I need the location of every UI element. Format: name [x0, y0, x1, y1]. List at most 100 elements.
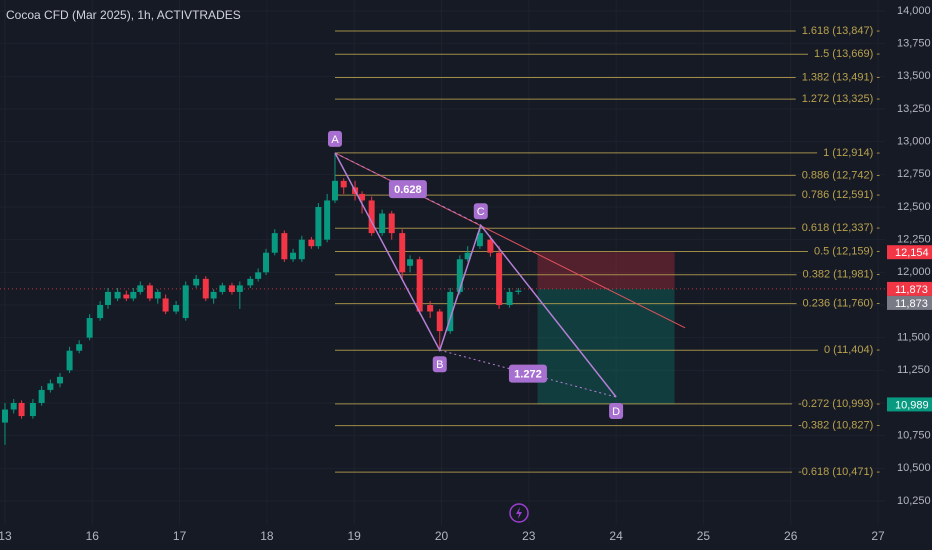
x-tick-label: 19: [348, 529, 362, 543]
fib-label: 0.786 (12,591) -: [802, 189, 881, 201]
x-tick-label: 24: [609, 529, 623, 543]
y-tick-label: 12,000: [897, 266, 931, 278]
price-label-box: [887, 295, 932, 310]
candle-body: [202, 278, 209, 299]
lightning-icon[interactable]: [509, 503, 529, 523]
candle-body: [379, 213, 386, 234]
candle-body: [340, 180, 347, 188]
fib-label: 0.236 (11,760) -: [803, 298, 881, 310]
x-tick-label: 27: [871, 529, 885, 543]
candle-body: [298, 239, 305, 260]
point-box: [473, 203, 488, 220]
target-zone: [537, 288, 675, 405]
candle-body: [154, 291, 161, 299]
candle-body: [515, 290, 522, 292]
candle-body: [193, 278, 200, 286]
candle-body: [219, 285, 226, 292]
candle-body: [399, 233, 406, 273]
candle-body: [123, 294, 130, 299]
fib-label: 0.886 (12,742) -: [802, 169, 881, 181]
candle-body: [290, 252, 297, 260]
fib-label: -0.272 (10,993) -: [798, 398, 880, 410]
icon-bolt: [516, 507, 522, 519]
point-box: [432, 356, 447, 373]
fib-label: -0.618 (10,471) -: [798, 466, 880, 478]
price-label: 12,154: [895, 247, 929, 259]
candle-body: [416, 259, 423, 312]
y-tick-label: 14,000: [897, 5, 931, 17]
candle-body: [76, 344, 83, 351]
y-tick-label: 13,000: [897, 136, 931, 148]
candle-body: [114, 291, 121, 299]
candle-body: [447, 291, 454, 332]
fib-label: 1.382 (13,491) -: [802, 71, 881, 83]
y-tick-label: 10,750: [897, 430, 931, 442]
y-tick-label: 13,250: [897, 103, 931, 115]
price-label: 11,873: [895, 284, 928, 296]
pattern-line: [334, 152, 617, 398]
y-tick-label: 10,250: [897, 495, 931, 507]
candle-body: [18, 402, 25, 417]
candle-body: [228, 285, 235, 292]
candle-body: [281, 233, 288, 260]
fib-label: 1.618 (13,847) -: [802, 25, 881, 37]
x-tick-label: 16: [86, 529, 100, 543]
point-box: [609, 402, 624, 419]
candle-body: [1, 409, 8, 423]
y-tick-label: 13,750: [897, 38, 931, 50]
x-tick-label: 23: [522, 529, 536, 543]
candle-body: [247, 278, 254, 286]
x-tick-label: 20: [435, 529, 449, 543]
candle-body: [146, 285, 153, 299]
candle-body: [38, 389, 45, 403]
fib-label: 0.382 (11,981) -: [803, 269, 881, 281]
candle-body: [506, 291, 513, 305]
candle-body: [359, 193, 366, 201]
y-tick-label: 13,500: [897, 70, 931, 82]
x-tick-label: 17: [173, 529, 187, 543]
ratio-label: 0.628: [394, 184, 422, 196]
x-tick-label: 13: [0, 529, 12, 543]
candle-body: [104, 291, 111, 305]
candle-body: [236, 285, 243, 292]
candle-body: [388, 213, 395, 234]
y-tick-label: 12,250: [897, 234, 931, 246]
candle-body: [368, 200, 375, 234]
y-tick-label: 12,750: [897, 168, 931, 180]
fib-label: 0 (11,404) -: [824, 344, 880, 356]
candle-body: [47, 383, 54, 390]
candle-body: [263, 252, 270, 273]
candle-body: [331, 180, 338, 201]
candle-body: [324, 200, 331, 240]
fib-label: 0.5 (12,159) -: [814, 245, 880, 257]
x-tick-label: 18: [260, 529, 274, 543]
point-label: D: [612, 406, 620, 418]
x-tick-label: 26: [784, 529, 798, 543]
candle-body: [407, 259, 414, 266]
candle-body: [97, 304, 104, 319]
chart-title: Cocoa CFD (Mar 2025), 1h, ACTIVTRADES: [6, 8, 241, 22]
price-label: 10,989: [895, 399, 929, 411]
candle-body: [10, 402, 17, 410]
y-tick-label: 12,500: [897, 201, 931, 213]
candle-body: [210, 291, 217, 299]
candle-body: [308, 239, 315, 247]
candle-body: [456, 259, 463, 292]
price-label-box: [887, 245, 932, 260]
y-tick-label: 10,500: [897, 462, 931, 474]
ratio-box: [388, 180, 427, 199]
fib-label: -0.382 (10,827) -: [798, 420, 880, 432]
candle-body: [271, 233, 278, 253]
candle-body: [487, 239, 494, 253]
fib-label: 1.272 (13,325) -: [802, 93, 881, 105]
candle-body: [436, 311, 443, 332]
candle-body: [427, 304, 434, 312]
y-tick-label: 11,500: [897, 332, 930, 344]
candle-body: [173, 304, 180, 312]
candle-body: [162, 298, 169, 312]
candle-body: [86, 318, 93, 338]
ratio-label: 1.272: [514, 368, 542, 380]
candle-body: [496, 252, 503, 305]
price-label: 11,873: [895, 298, 928, 310]
candle-body: [29, 402, 36, 417]
